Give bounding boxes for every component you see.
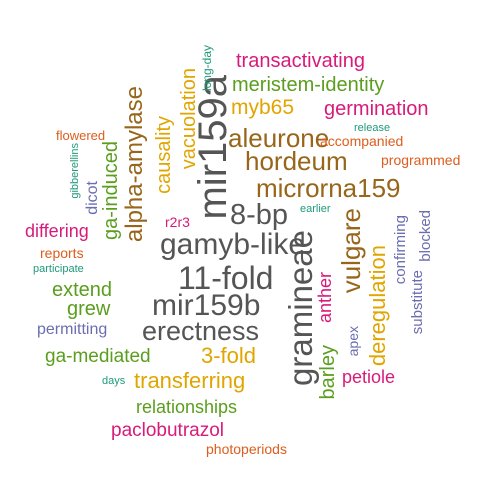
word: release xyxy=(354,122,391,134)
word: 8-bp xyxy=(230,199,289,231)
word: accompanied xyxy=(320,133,404,149)
word: meristem-identity xyxy=(232,74,385,96)
word: petiole xyxy=(342,367,396,387)
word: barley xyxy=(317,345,339,400)
word: germination xyxy=(324,98,429,120)
word: relationships xyxy=(136,397,238,417)
word: causality xyxy=(153,116,175,194)
word: anther xyxy=(315,272,335,324)
word: paclobutrazol xyxy=(111,420,225,441)
word: 3-fold xyxy=(201,343,257,368)
word: dicot xyxy=(84,181,101,215)
word: participate xyxy=(33,263,84,275)
word: gramineae xyxy=(282,230,319,386)
word: extend xyxy=(52,279,113,301)
word: long-day xyxy=(200,45,214,92)
word: grew xyxy=(67,298,111,320)
word: blocked xyxy=(417,210,434,262)
word: confirming xyxy=(392,215,409,285)
word: hordeum xyxy=(245,146,348,176)
word: microrna159 xyxy=(256,173,401,203)
word: differing xyxy=(25,221,89,241)
word: ga-mediated xyxy=(45,346,151,367)
word: erectness xyxy=(142,316,260,346)
word: 11-fold xyxy=(178,260,274,296)
word: earlier xyxy=(300,203,331,215)
word: aleurone xyxy=(228,123,330,153)
word: mir159b xyxy=(152,289,261,322)
word: myb65 xyxy=(231,96,295,119)
word: ga-induced xyxy=(100,141,122,240)
word: substitute xyxy=(409,270,426,335)
word: permitting xyxy=(37,321,108,338)
word: gamyb-like xyxy=(160,228,306,261)
word: r2r3 xyxy=(165,214,190,230)
word: apex xyxy=(345,326,361,357)
word: days xyxy=(102,375,126,387)
word: programmed xyxy=(381,152,461,168)
word: reports xyxy=(40,245,84,261)
word: gibberellins xyxy=(69,143,81,199)
word: deregulation xyxy=(365,245,390,367)
word: transferring xyxy=(134,368,246,393)
word: transactivating xyxy=(236,50,365,72)
word: vulgare xyxy=(336,208,366,294)
word: flowered xyxy=(56,128,106,143)
word: alpha-amylase xyxy=(121,86,148,243)
word: vacuolation xyxy=(178,68,200,170)
word: photoperiods xyxy=(206,441,287,457)
